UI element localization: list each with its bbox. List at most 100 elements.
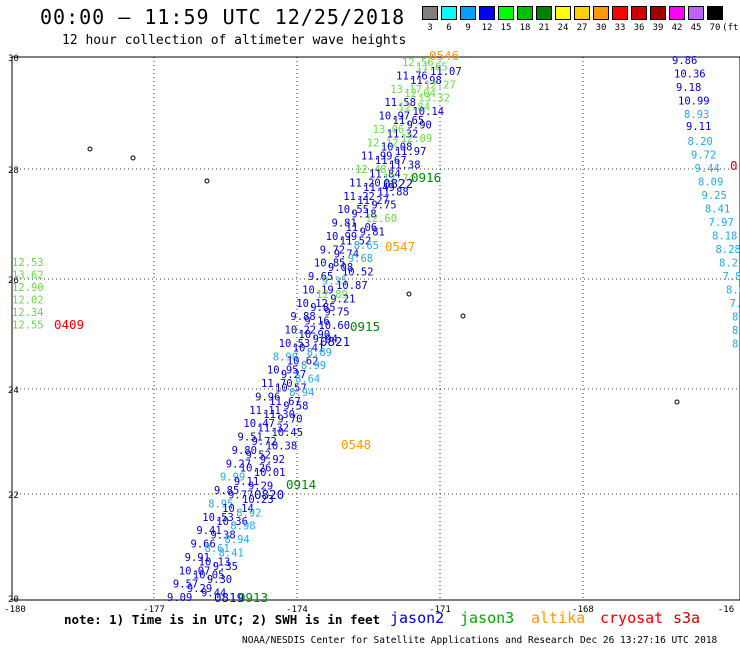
swh-value: 8.99 — [301, 360, 326, 372]
island-outline — [87, 146, 93, 152]
scale-label: 21 — [538, 23, 550, 33]
swh-value: 8 — [732, 339, 738, 351]
swh-value: 8.98 — [230, 521, 255, 533]
swh-value: 9.09 — [167, 592, 192, 604]
scale-label: 3 — [427, 23, 433, 33]
swh-value: 8.94 — [224, 534, 249, 546]
scale-swatch — [631, 6, 647, 20]
swh-value: 10.26 — [240, 463, 272, 475]
swh-value: 9.29 — [187, 583, 212, 595]
swh-value: 8.89 — [307, 347, 332, 359]
scale-label: 39 — [652, 23, 664, 33]
swh-value: 8.61 — [205, 543, 230, 555]
swh-value: 9.86 — [672, 55, 697, 67]
swh-value: 11.49 — [363, 182, 395, 194]
swh-value: 13.17 — [390, 84, 422, 96]
scale-swatch — [517, 6, 533, 20]
swh-value: 10.57 — [275, 382, 307, 394]
swh-value: 11.22 — [343, 191, 375, 203]
lat-label: 28 — [8, 166, 19, 176]
swh-value: 12.34 — [12, 307, 44, 319]
swh-value: 10.95 — [267, 365, 299, 377]
pass-time-label: 0547 — [385, 239, 415, 254]
pass-time-label: 0546 — [429, 48, 459, 63]
swh-value: 10.01 — [254, 467, 286, 479]
swh-value: 10.41 — [293, 342, 325, 354]
swh-value: 9.72 — [691, 150, 716, 162]
scale-swatch — [650, 6, 666, 20]
swh-value: 10.53 — [279, 338, 311, 350]
scale-label: 18 — [519, 23, 531, 33]
swh-value: 11.98 — [410, 75, 442, 87]
scale-swatch — [707, 6, 723, 20]
swh-value: 11.58 — [384, 97, 416, 109]
swh-value: 11.84 — [369, 168, 401, 180]
swh-value: 9.29 — [248, 481, 273, 493]
swh-value: 10.23 — [242, 494, 274, 506]
swh-value: 9.08 — [328, 262, 353, 274]
pass-time-label: 0409 — [54, 317, 84, 332]
swh-value: 10.36 — [216, 516, 248, 528]
swh-value: 11.99 — [361, 151, 393, 163]
scale-label: 36 — [633, 23, 645, 33]
swh-value: 9.92 — [260, 454, 285, 466]
swh-value: 12.27 — [424, 79, 456, 91]
scale-label: 45 — [690, 23, 702, 33]
pass-time-label: 0914 — [286, 477, 316, 492]
swh-value: 9.16 — [304, 316, 329, 328]
swh-value: 12.12 — [367, 137, 399, 149]
scale-label: 9 — [465, 23, 471, 33]
swh-value: 11.38 — [389, 160, 421, 172]
pass-time-label: 0819 — [214, 590, 244, 605]
swh-value: 10.90 — [299, 329, 331, 341]
swh-value: 10.53 — [202, 512, 234, 524]
swh-value: 9.30 — [207, 574, 232, 586]
swh-value: 10.85 — [314, 258, 346, 270]
swh-value: 9.21 — [330, 293, 355, 305]
swh-value: 11.65 — [416, 61, 448, 73]
swh-value: 12.89 — [316, 289, 348, 301]
swh-value: 9.57 — [173, 579, 198, 591]
swh-value: 12.53 — [12, 257, 44, 269]
lat-label: 24 — [8, 386, 19, 396]
swh-value: 8.93 — [684, 109, 709, 121]
scale-swatch — [688, 6, 704, 20]
swh-value: 8.95 — [208, 498, 233, 510]
scale-label: 15 — [500, 23, 512, 33]
swh-value: 8.22 — [719, 258, 740, 270]
swh-value: 9.66 — [191, 539, 216, 551]
scale-swatch — [574, 6, 590, 20]
swh-value: 9.44 — [201, 588, 226, 600]
scale-label: 6 — [446, 23, 452, 33]
swh-value: 11.88 — [377, 186, 409, 198]
scale-label: 12 — [481, 23, 493, 33]
swh-value: 9.51 — [238, 432, 263, 444]
swh-value: 9.85 — [310, 302, 335, 314]
swh-value: 10.55 — [337, 204, 369, 216]
swh-value: 9.81 — [360, 226, 385, 238]
swh-value: 9.72 — [252, 436, 277, 448]
swh-value: 9.75 — [371, 200, 396, 212]
swh-value: 11.27 — [357, 195, 389, 207]
scale-label: 70 — [709, 23, 721, 33]
swh-value: 10.36 — [674, 69, 706, 81]
swh-value: 8 — [732, 312, 738, 324]
swh-value: 12.56 — [402, 57, 434, 69]
swh-value: 11.97 — [395, 146, 427, 158]
swh-value: 10.07 — [179, 565, 211, 577]
island-outline — [460, 313, 466, 319]
lon-label: -16 — [718, 605, 734, 615]
swh-value: 9.41 — [196, 525, 221, 537]
legend-altika: altika — [531, 609, 586, 627]
island-outline — [204, 178, 210, 184]
scale-label: 42 — [671, 23, 683, 33]
scale-swatch — [479, 6, 495, 20]
swh-value: 8.28 — [716, 244, 740, 256]
swh-value: 11.11 — [249, 405, 281, 417]
lat-label: 30 — [8, 54, 19, 64]
swh-value: 9.85 — [214, 485, 239, 497]
swh-value: 11.32 — [387, 128, 419, 140]
pass-time-label: 0821 — [320, 334, 350, 349]
legend-jason2: jason2 — [390, 609, 445, 627]
swh-value: 12.84 — [398, 102, 430, 114]
